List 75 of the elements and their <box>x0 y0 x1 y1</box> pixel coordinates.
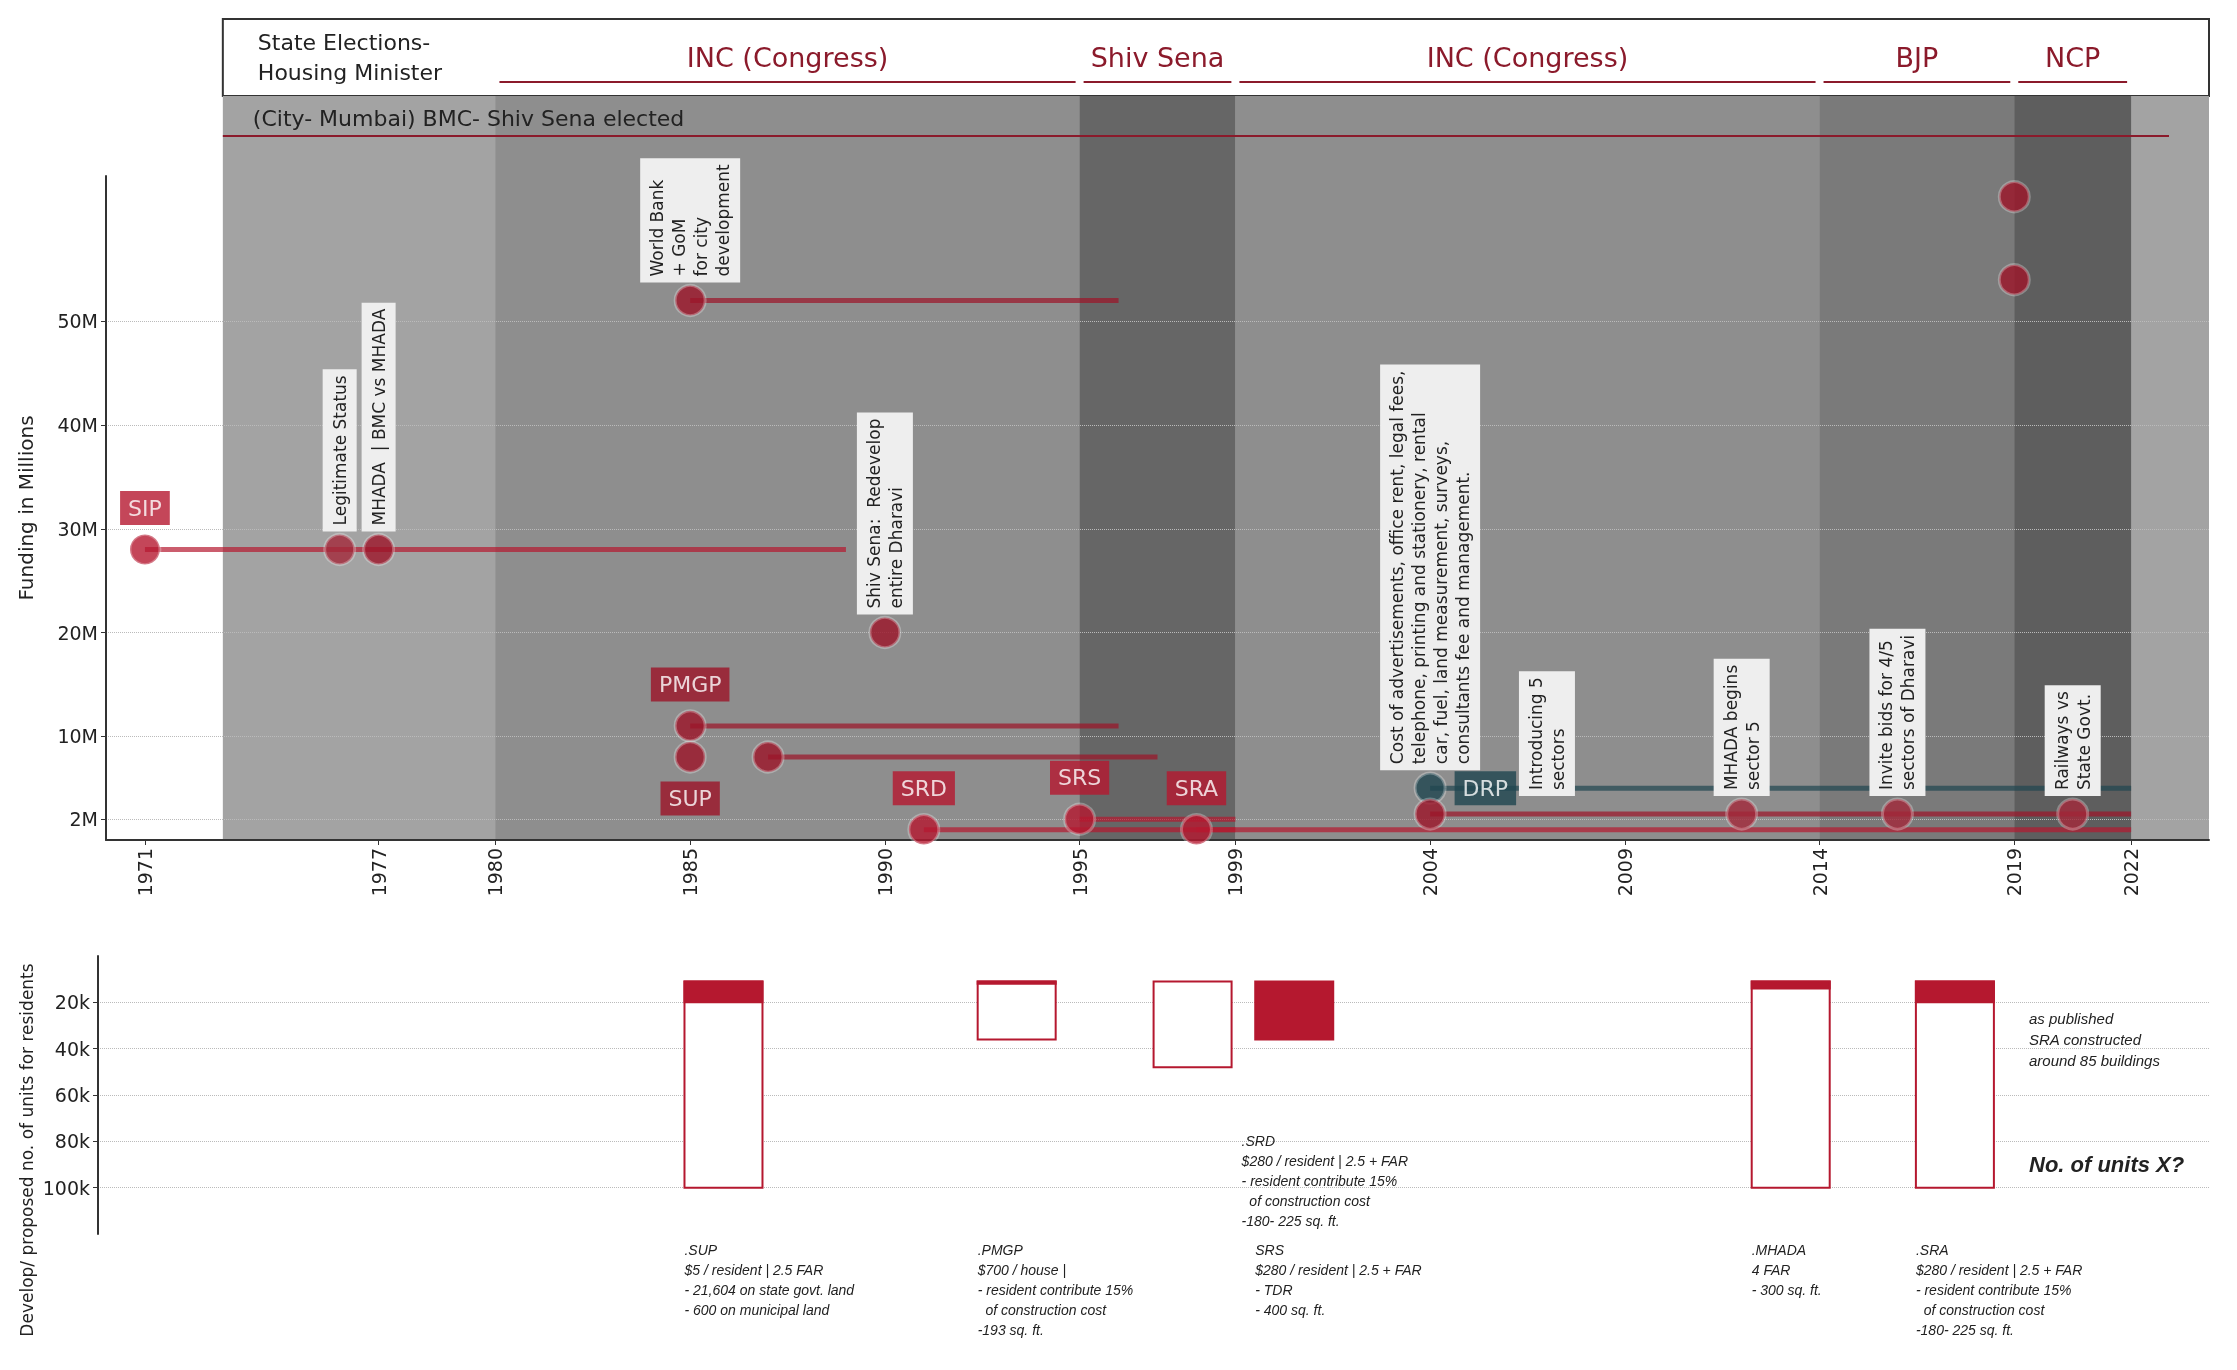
x-tick-label: 1985 <box>679 848 702 897</box>
series-label: SRD <box>900 775 947 801</box>
band-label: INC (Congress) <box>1426 41 1629 73</box>
annotation: MHADA | BMC vs MHADA <box>368 308 389 526</box>
point <box>673 709 707 743</box>
point <box>1179 813 1213 847</box>
band-label: NCP <box>2045 41 2101 73</box>
series-label: PMGP <box>658 671 722 697</box>
annotation: Railways vs State Govt. <box>2051 691 2094 791</box>
point <box>323 533 357 566</box>
annotation: Legitimate Status <box>329 375 350 526</box>
band-label: (City- Mumbai) BMC- Shiv Sena elected <box>252 105 685 131</box>
x-tick-label: 1971 <box>133 848 156 897</box>
point <box>2056 797 2090 831</box>
text: .MHADA 4 FAR - 300 sq. ft. <box>1751 1242 1822 1298</box>
y-tick-label: 100k <box>42 1176 90 1199</box>
point <box>868 616 902 649</box>
text: .PMGP $700 / house | - resident contribute 15% of construction cost -193 sq. ft. <box>976 1242 1134 1338</box>
point <box>1063 802 1097 836</box>
y-axis-title: Develop/ proposed no. of units for residents <box>16 963 37 1337</box>
x-tick-label: 1980 <box>484 848 507 897</box>
point <box>751 740 785 774</box>
point <box>907 813 941 847</box>
annotation: .SRD $280 / resident | 2.5 + FAR - resident contribute 15% of construction cost -180- 225 sq. ft. <box>1240 1132 1409 1229</box>
text: State Elections- Housing Minister <box>257 30 444 85</box>
annotation: World Bank + GoM for city development <box>647 164 734 277</box>
point <box>362 533 396 566</box>
annotation: MHADA begins sector 5 <box>1720 664 1763 791</box>
point <box>128 533 162 566</box>
x-tick-label: 2019 <box>2003 848 2026 897</box>
y-tick-label: 50M <box>57 310 98 333</box>
point <box>1725 797 1759 831</box>
annotation: Shiv Sena: Redevelop entire Dharavi <box>863 418 906 609</box>
y-axis-title: Funding in Millions <box>14 415 38 601</box>
x-tick-label: 1990 <box>873 848 896 897</box>
bar <box>1254 980 1335 1041</box>
series-label: SRS <box>1058 765 1102 791</box>
y-tick-label: 2M <box>69 808 98 831</box>
annotation: Introducing 5 sectors <box>1525 677 1568 791</box>
series-label: SIP <box>128 495 162 521</box>
series-label: DRP <box>1462 775 1509 801</box>
x-tick-label: 1999 <box>1224 848 1247 897</box>
bar <box>1152 980 1233 1069</box>
series-label: SUP <box>668 786 712 811</box>
text: .SRA $280 / resident | 2.5 + FAR - resident contribute 15% of construction cost -180- 225 sq. ft. <box>1914 1242 2083 1338</box>
y-tick-label: 20k <box>54 991 90 1014</box>
y-tick-label: 10M <box>57 725 98 748</box>
x-tick-label: 2004 <box>1419 848 1442 897</box>
x-tick-label: 2014 <box>1808 848 1831 897</box>
point <box>1997 263 2031 297</box>
annotation: Cost of advertisements, office rent, legal fees, telephone, printing and stationery, rental car, fuel, land measurement, surveys, consultants fee and management. <box>1387 370 1474 765</box>
text: SRS $280 / resident | 2.5 + FAR - TDR - 400 sq. ft. <box>1254 1242 1422 1318</box>
y-tick-label: 20M <box>57 621 98 644</box>
band-label: Shiv Sena <box>1090 41 1225 73</box>
annotation: Invite bids for 4/5 sectors of Dharavi <box>1876 634 1919 791</box>
point <box>673 284 707 317</box>
y-tick-label: 30M <box>57 517 98 540</box>
y-tick-label: 40k <box>54 1037 90 1060</box>
annotation: as published SRA constructed around 85 buildings <box>2029 1009 2161 1069</box>
point <box>1413 797 1447 831</box>
series-label: SRA <box>1174 775 1219 801</box>
annotation: No. of units X? <box>2029 1152 2185 1177</box>
band-label: INC (Congress) <box>686 41 889 73</box>
y-tick-label: 40M <box>57 414 98 436</box>
x-tick-label: 2022 <box>2120 848 2143 897</box>
x-tick-label: 1977 <box>367 848 390 897</box>
y-tick-label: 80k <box>54 1130 90 1153</box>
band-label: BJP <box>1895 41 1939 73</box>
point <box>673 740 707 774</box>
text: .SUP $5 / resident | 2.5 FAR - 21,604 on state govt. land - 600 on municipal land <box>683 1242 856 1318</box>
x-tick-label: 2009 <box>1613 848 1636 897</box>
y-tick-label: 60k <box>54 1084 90 1106</box>
x-tick-label: 1995 <box>1068 848 1091 897</box>
point <box>1880 797 1914 831</box>
point <box>1997 180 2031 214</box>
